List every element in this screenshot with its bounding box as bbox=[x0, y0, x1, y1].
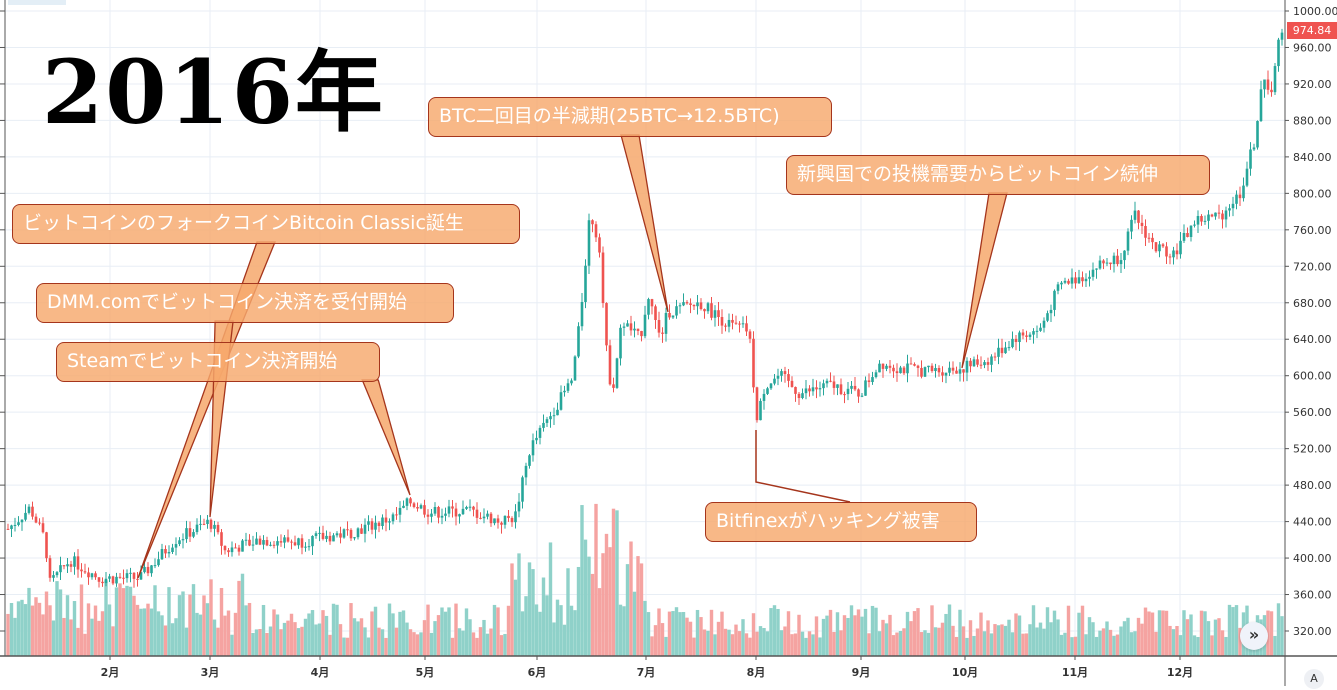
year-title: 2016年 bbox=[42, 40, 385, 144]
y-tick-label: 600.00 bbox=[1293, 370, 1332, 383]
y-tick-label: 400.00 bbox=[1293, 552, 1332, 565]
x-tick-label: 6月 bbox=[528, 666, 547, 679]
y-tick-label: 320.00 bbox=[1293, 625, 1332, 638]
x-tick-label: 9月 bbox=[852, 666, 871, 679]
y-tick-label: 760.00 bbox=[1293, 224, 1332, 237]
y-tick-label: 360.00 bbox=[1293, 589, 1332, 602]
scroll-to-realtime-button[interactable]: » bbox=[1240, 622, 1268, 650]
x-tick-label: 7月 bbox=[637, 666, 656, 679]
y-tick-label: 560.00 bbox=[1293, 406, 1332, 419]
x-tick-label: 2月 bbox=[101, 666, 120, 679]
y-axis-labels[interactable]: 1000.00 960.00 920.00 880.00 840.00 800.00 760… bbox=[0, 5, 1337, 638]
x-tick-label: 4月 bbox=[311, 666, 330, 679]
x-tick-label: 10月 bbox=[952, 666, 978, 679]
y-tick-label: 520.00 bbox=[1293, 443, 1332, 456]
y-tick-label: 680.00 bbox=[1293, 297, 1332, 310]
x-tick-label: 12月 bbox=[1167, 666, 1193, 679]
annotation-dmm[interactable]: DMM.comでビットコイン決済を受付開始 bbox=[36, 283, 454, 323]
annotation-bitfinex[interactable]: Bitfinexがハッキング被害 bbox=[705, 502, 977, 542]
y-tick-label: 440.00 bbox=[1293, 516, 1332, 529]
last-price-tag: 974.84 bbox=[1287, 22, 1337, 39]
x-tick-label: 8月 bbox=[747, 666, 766, 679]
double-chevron-right-icon: » bbox=[1248, 625, 1260, 644]
x-tick-label: 11月 bbox=[1062, 666, 1088, 679]
y-tick-label: 720.00 bbox=[1293, 260, 1332, 273]
x-tick-label: 3月 bbox=[201, 666, 220, 679]
candles bbox=[6, 28, 1284, 588]
y-tick-label: 480.00 bbox=[1293, 479, 1332, 492]
y-tick-label: 920.00 bbox=[1293, 78, 1332, 91]
annotation-steam[interactable]: Steamでビットコイン決済開始 bbox=[56, 342, 380, 382]
y-tick-label: 840.00 bbox=[1293, 151, 1332, 164]
y-tick-label: 960.00 bbox=[1293, 41, 1332, 54]
y-tick-label: 800.00 bbox=[1293, 187, 1332, 200]
y-tick-label: 880.00 bbox=[1293, 114, 1332, 127]
y-tick-label: 1000.00 bbox=[1293, 5, 1337, 18]
x-tick-label: 5月 bbox=[416, 666, 435, 679]
annotation-emerging[interactable]: 新興国での投機需要からビットコイン続伸 bbox=[786, 155, 1210, 195]
annotation-classic[interactable]: ビットコインのフォークコインBitcoin Classic誕生 bbox=[12, 204, 520, 244]
y-tick-label: 640.00 bbox=[1293, 333, 1332, 346]
annotation-halving[interactable]: BTC二回目の半減期(25BTC→12.5BTC) bbox=[428, 97, 832, 137]
auto-scale-button[interactable]: A bbox=[1304, 669, 1324, 689]
x-axis-labels[interactable]: 2月 3月 4月 5月 6月 7月 8月 9月 10月 11月 12月 bbox=[101, 656, 1193, 679]
